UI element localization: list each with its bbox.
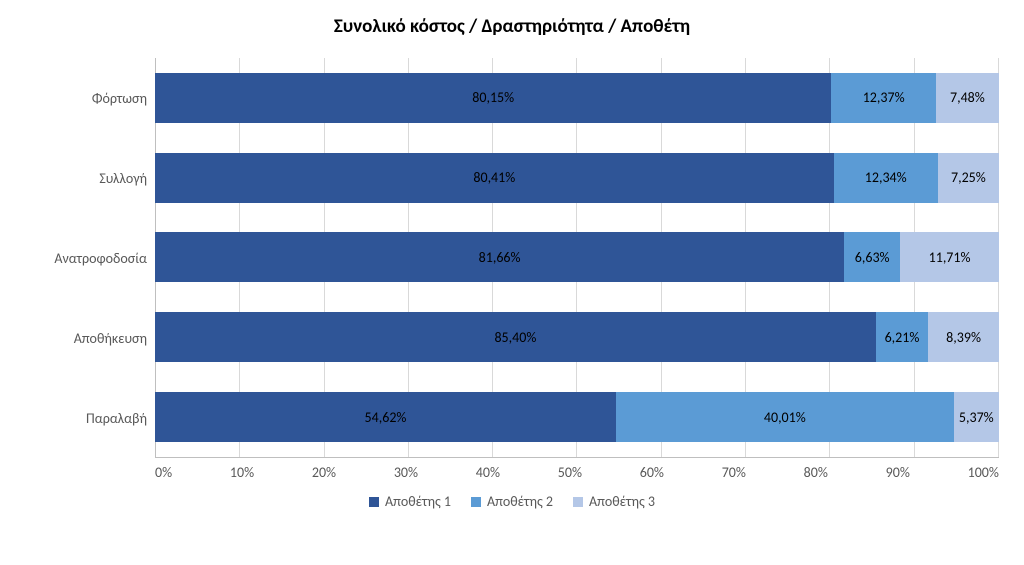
x-axis-tick-label: 80% [804,464,828,481]
y-axis-label: Φόρτωση [25,58,147,138]
x-axis-labels: 0% 10% 20% 30% 40% 50% 60% 70% 80% 90% 100% [155,464,999,481]
chart-title: Συνολικό κόστος / Δραστηριότητα / Αποθέτ… [25,15,999,38]
bar-segment: 7,25% [938,153,999,203]
x-axis-tick-label: 10% [230,464,254,481]
bar-track: 80,41%12,34%7,25% [155,153,999,203]
x-axis-spacer [25,464,155,481]
bar-segment: 7,48% [936,73,999,123]
bar-segment: 12,34% [834,153,938,203]
legend-swatch [369,497,379,507]
bar-track: 85,40%6,21%8,39% [155,312,999,362]
bar-segment: 11,71% [900,232,999,282]
legend-label: Αποθέτης 1 [385,493,451,510]
bar-segment: 6,21% [876,312,928,362]
x-axis-tick-label: 70% [722,464,746,481]
bar-segment: 85,40% [155,312,876,362]
bar-row: 81,66%6,63%11,71% [155,218,999,298]
x-axis: 0% 10% 20% 30% 40% 50% 60% 70% 80% 90% 100% [25,464,999,481]
bars: 80,15%12,37%7,48% 80,41%12,34%7,25% 81,66%… [155,58,999,457]
legend: Αποθέτης 1 Αποθέτης 2 Αποθέτης 3 [25,493,999,510]
x-axis-tick-label: 100% [968,464,999,481]
plot-row: ΦόρτωσηΣυλλογήΑνατροφοδοσίαΑποθήκευσηΠαρ… [25,58,999,458]
x-axis-tick-label: 20% [312,464,336,481]
x-axis-tick-label: 0% [155,464,172,481]
legend-label: Αποθέτης 2 [487,493,553,510]
y-axis-labels: ΦόρτωσηΣυλλογήΑνατροφοδοσίαΑποθήκευσηΠαρ… [25,58,155,458]
x-axis-tick-label: 30% [394,464,418,481]
plot-area: 80,15%12,37%7,48% 80,41%12,34%7,25% 81,66%… [155,58,999,458]
legend-item: Αποθέτης 2 [471,493,553,510]
bar-track: 80,15%12,37%7,48% [155,73,999,123]
bar-segment: 5,37% [954,392,999,442]
x-axis-tick-label: 90% [886,464,910,481]
legend-swatch [471,497,481,507]
bar-row: 80,15%12,37%7,48% [155,58,999,138]
bar-row: 80,41%12,34%7,25% [155,138,999,218]
bar-segment: 40,01% [616,392,954,442]
bar-segment: 8,39% [928,312,999,362]
bar-track: 81,66%6,63%11,71% [155,232,999,282]
bar-row: 85,40%6,21%8,39% [155,297,999,377]
chart-container: Συνολικό κόστος / Δραστηριότητα / Αποθέτ… [0,0,1024,565]
legend-label: Αποθέτης 3 [589,493,655,510]
bar-segment: 6,63% [844,232,900,282]
x-axis-tick-label: 40% [476,464,500,481]
bar-row: 54,62%40,01%5,37% [155,377,999,457]
bar-segment: 80,15% [155,73,831,123]
x-axis-tick-label: 60% [640,464,664,481]
y-axis-label: Συλλογή [25,138,147,218]
bar-track: 54,62%40,01%5,37% [155,392,999,442]
legend-item: Αποθέτης 1 [369,493,451,510]
bar-segment: 54,62% [155,392,616,442]
y-axis-label: Παραλαβή [25,378,147,458]
bar-segment: 80,41% [155,153,834,203]
legend-swatch [573,497,583,507]
bar-segment: 81,66% [155,232,844,282]
bar-segment: 12,37% [831,73,935,123]
x-axis-tick-label: 50% [558,464,582,481]
y-axis-label: Ανατροφοδοσία [25,218,147,298]
legend-item: Αποθέτης 3 [573,493,655,510]
y-axis-label: Αποθήκευση [25,298,147,378]
